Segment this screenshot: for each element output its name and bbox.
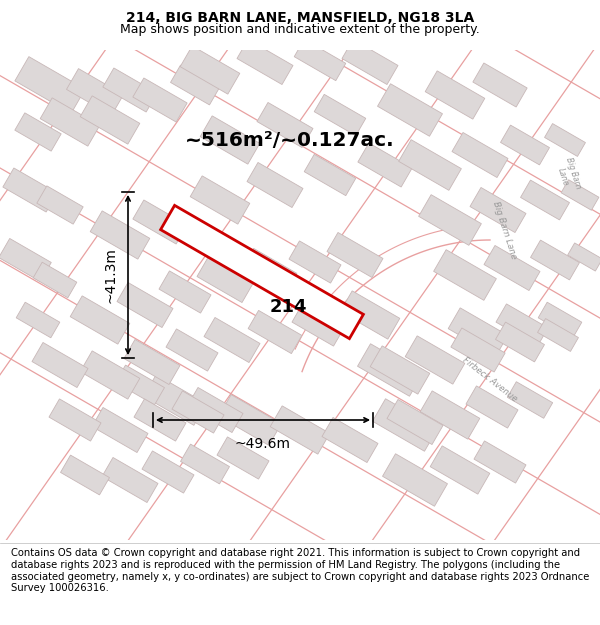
Polygon shape: [496, 322, 544, 362]
Polygon shape: [314, 94, 366, 136]
Text: Contains OS data © Crown copyright and database right 2021. This information is : Contains OS data © Crown copyright and d…: [11, 549, 589, 593]
Polygon shape: [448, 308, 508, 356]
Polygon shape: [116, 365, 164, 405]
Polygon shape: [373, 399, 437, 451]
Polygon shape: [187, 388, 243, 432]
Polygon shape: [304, 154, 356, 196]
Polygon shape: [67, 69, 124, 116]
Text: Big Barn Lane: Big Barn Lane: [491, 200, 518, 260]
Polygon shape: [340, 291, 400, 339]
Polygon shape: [37, 186, 83, 224]
Polygon shape: [358, 344, 422, 396]
Polygon shape: [248, 311, 302, 354]
Polygon shape: [102, 458, 158, 503]
Polygon shape: [294, 39, 346, 81]
Polygon shape: [405, 336, 465, 384]
Polygon shape: [70, 296, 130, 344]
Polygon shape: [33, 262, 77, 298]
Polygon shape: [197, 258, 253, 302]
Polygon shape: [143, 374, 206, 426]
Polygon shape: [398, 139, 461, 191]
Polygon shape: [568, 243, 600, 271]
Polygon shape: [117, 282, 173, 328]
Polygon shape: [237, 39, 293, 84]
Polygon shape: [32, 342, 88, 388]
Polygon shape: [521, 180, 569, 220]
Polygon shape: [217, 437, 269, 479]
Text: 214, BIG BARN LANE, MANSFIELD, NG18 3LA: 214, BIG BARN LANE, MANSFIELD, NG18 3LA: [126, 11, 474, 25]
Polygon shape: [538, 319, 578, 351]
Polygon shape: [80, 96, 140, 144]
Polygon shape: [496, 304, 548, 346]
Polygon shape: [181, 444, 229, 484]
Polygon shape: [200, 116, 260, 164]
Polygon shape: [166, 329, 218, 371]
Polygon shape: [247, 162, 303, 208]
Text: ~516m²/~0.127ac.: ~516m²/~0.127ac.: [185, 131, 395, 149]
Polygon shape: [92, 408, 148, 452]
Polygon shape: [474, 441, 526, 483]
Polygon shape: [545, 124, 586, 156]
Polygon shape: [484, 246, 540, 291]
Text: Map shows position and indicative extent of the property.: Map shows position and indicative extent…: [120, 23, 480, 36]
Polygon shape: [134, 399, 186, 441]
Polygon shape: [16, 302, 60, 338]
Polygon shape: [133, 78, 187, 122]
Polygon shape: [473, 63, 527, 107]
Polygon shape: [172, 391, 224, 433]
Polygon shape: [387, 399, 443, 444]
Polygon shape: [434, 249, 496, 301]
Polygon shape: [270, 406, 330, 454]
Polygon shape: [538, 302, 582, 338]
Polygon shape: [170, 65, 220, 105]
Polygon shape: [561, 180, 599, 210]
Polygon shape: [470, 188, 526, 232]
Polygon shape: [159, 271, 211, 313]
Polygon shape: [451, 328, 505, 372]
Polygon shape: [204, 318, 260, 362]
Polygon shape: [190, 176, 250, 224]
Polygon shape: [500, 125, 550, 165]
Text: Big Barn
Lane: Big Barn Lane: [554, 156, 582, 194]
Polygon shape: [257, 102, 313, 148]
Polygon shape: [292, 304, 344, 346]
Polygon shape: [466, 386, 518, 428]
Polygon shape: [90, 211, 150, 259]
Polygon shape: [218, 394, 281, 446]
Text: ~49.6m: ~49.6m: [235, 437, 291, 451]
Polygon shape: [15, 113, 61, 151]
Polygon shape: [452, 132, 508, 178]
Polygon shape: [419, 194, 481, 246]
Polygon shape: [322, 418, 378, 462]
Polygon shape: [342, 39, 398, 84]
Polygon shape: [420, 391, 480, 439]
Polygon shape: [3, 168, 57, 212]
Polygon shape: [61, 455, 109, 495]
Polygon shape: [133, 200, 187, 244]
Polygon shape: [124, 339, 180, 384]
Polygon shape: [49, 399, 101, 441]
Polygon shape: [530, 240, 580, 280]
Polygon shape: [327, 232, 383, 278]
Polygon shape: [80, 351, 140, 399]
Polygon shape: [425, 71, 485, 119]
Polygon shape: [0, 239, 51, 281]
Polygon shape: [40, 98, 100, 146]
Polygon shape: [358, 143, 412, 187]
Text: Firbeck Avenue: Firbeck Avenue: [461, 356, 519, 404]
Polygon shape: [180, 46, 240, 94]
Polygon shape: [15, 57, 85, 113]
Polygon shape: [243, 248, 297, 292]
Polygon shape: [142, 451, 194, 493]
Polygon shape: [430, 446, 490, 494]
Text: ~41.3m: ~41.3m: [103, 247, 117, 303]
Polygon shape: [383, 454, 448, 506]
Polygon shape: [103, 68, 157, 112]
Polygon shape: [161, 206, 364, 339]
Polygon shape: [377, 84, 442, 136]
Polygon shape: [370, 346, 430, 394]
Polygon shape: [508, 382, 553, 418]
Polygon shape: [289, 241, 341, 283]
Text: 214: 214: [269, 298, 307, 316]
